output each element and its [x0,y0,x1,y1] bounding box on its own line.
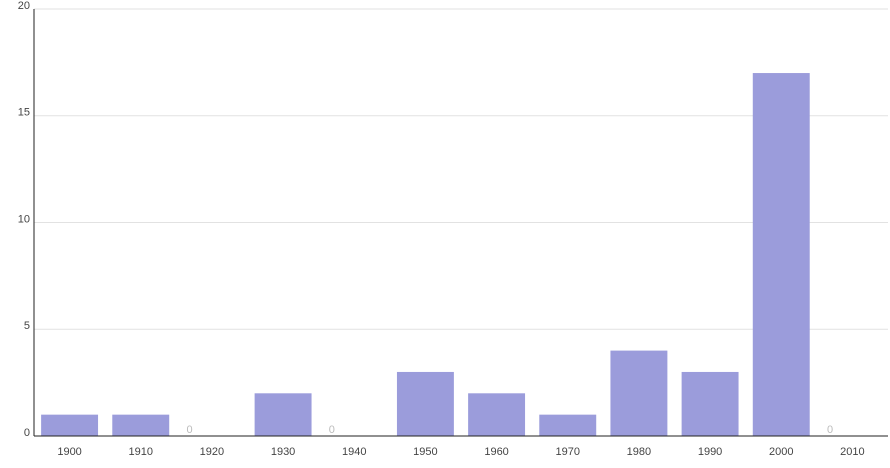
bar [468,393,526,436]
value-label: 0 [329,424,335,436]
x-tick-label: 1990 [698,446,722,458]
x-tick-label: 1980 [627,446,651,458]
y-tick-label: 15 [18,107,30,119]
bar [41,414,99,436]
bar [610,350,668,436]
bar [112,414,170,436]
bar [396,371,454,436]
bar [681,371,739,436]
bar [752,73,810,437]
x-tick-label: 1950 [413,446,437,458]
x-tick-label: 1910 [129,446,153,458]
x-tick-label: 1960 [484,446,508,458]
y-tick-label: 20 [18,0,30,12]
x-tick-label: 2000 [769,446,793,458]
x-tick-label: 1900 [57,446,81,458]
x-tick-label: 1940 [342,446,366,458]
y-tick-label: 5 [24,320,30,332]
y-tick-label: 10 [18,213,30,225]
value-label: 0 [186,424,192,436]
x-tick-label: 1920 [200,446,224,458]
value-label: 0 [827,424,833,436]
x-tick-label: 1930 [271,446,295,458]
x-tick-label: 1970 [556,446,580,458]
x-tick-label: 2010 [840,446,864,458]
bar [254,393,312,436]
y-tick-label: 0 [24,427,30,439]
bar [539,414,597,436]
